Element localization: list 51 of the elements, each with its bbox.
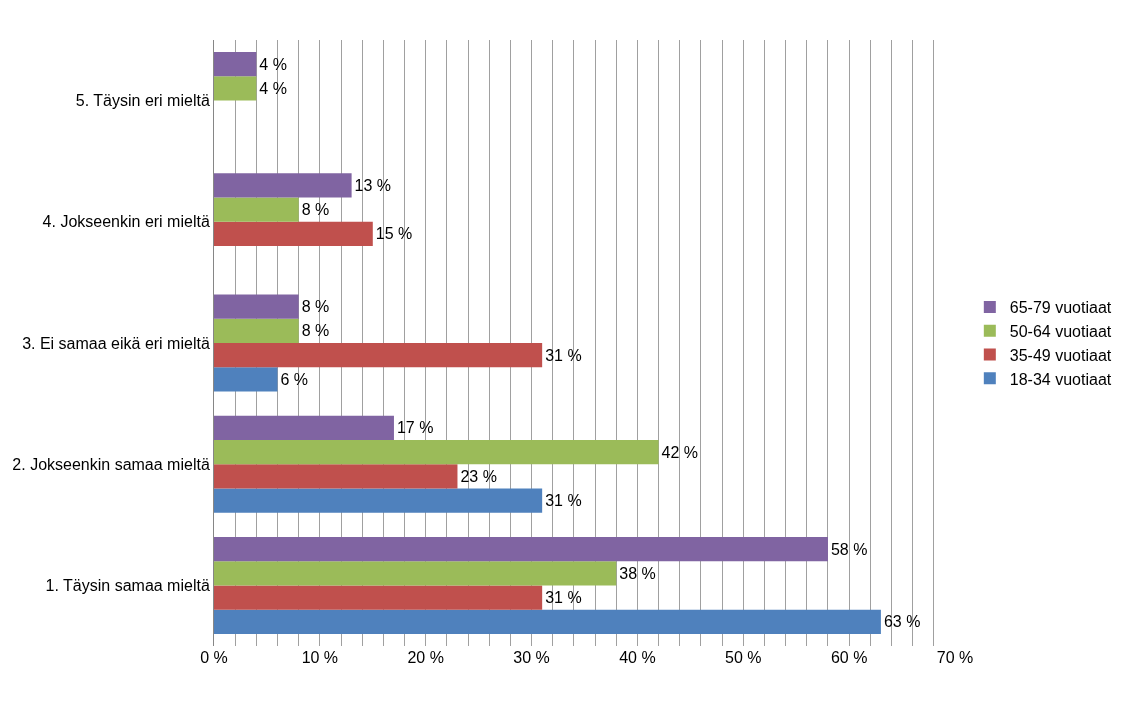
data-label: 58 % xyxy=(830,540,868,558)
data-label: 63 % xyxy=(883,613,921,631)
data-label: 31 % xyxy=(545,589,582,607)
legend-label: 35-49 vuotiaat xyxy=(1009,346,1112,364)
bar xyxy=(214,536,828,562)
y-tick-label: 5. Täysin eri mieltä xyxy=(75,92,210,110)
bar xyxy=(214,488,543,513)
data-label: 8 % xyxy=(301,201,330,219)
bar xyxy=(214,52,257,77)
data-label: 17 % xyxy=(396,419,434,437)
data-label: 31 % xyxy=(545,346,582,364)
data-label: 6 % xyxy=(280,370,309,388)
x-tick-label: 20 % xyxy=(407,649,444,666)
bar xyxy=(214,343,543,368)
bar xyxy=(214,464,458,489)
data-label: 4 % xyxy=(259,79,287,97)
legend-label: 18-34 vuotiaat xyxy=(1009,370,1112,388)
x-tick-label: 10 % xyxy=(301,649,339,666)
y-tick-label: 1. Täysin samaa mieltä xyxy=(45,577,210,594)
data-label: 42 % xyxy=(661,443,699,461)
data-label: 38 % xyxy=(619,564,656,582)
data-label: 13 % xyxy=(354,176,392,194)
legend-label: 50-64 vuotiaat xyxy=(1009,322,1112,340)
bar xyxy=(214,585,543,610)
x-tick-label: 60 % xyxy=(830,649,868,666)
bar xyxy=(214,367,278,392)
y-tick-label: 2. Jokseenkin samaa mieltä xyxy=(12,455,210,473)
data-label: 31 % xyxy=(545,492,582,510)
data-label: 8 % xyxy=(301,322,330,340)
bar xyxy=(214,197,299,222)
y-tick-label: 3. Ei samaa eikä eri mieltä xyxy=(22,334,210,352)
bar xyxy=(214,609,881,634)
bar xyxy=(214,173,352,198)
bar xyxy=(214,294,299,319)
data-label: 23 % xyxy=(460,467,497,485)
bar xyxy=(214,415,394,440)
x-tick-label: 30 % xyxy=(513,649,550,666)
data-label: 8 % xyxy=(301,298,330,316)
x-tick-label: 70 % xyxy=(936,649,974,666)
y-tick-label: 4. Jokseenkin eri mieltä xyxy=(42,213,210,231)
bar xyxy=(214,221,373,247)
x-tick-label: 0 % xyxy=(200,649,228,666)
x-tick-label: 40 % xyxy=(619,649,656,666)
data-label: 15 % xyxy=(375,225,413,243)
bar xyxy=(214,76,257,101)
bar xyxy=(214,439,659,465)
bar xyxy=(214,318,299,343)
bar xyxy=(214,561,617,586)
data-label: 4 % xyxy=(259,55,287,73)
x-tick-label: 50 % xyxy=(725,649,762,666)
legend-label: 65-79 vuotiaat xyxy=(1009,299,1112,317)
